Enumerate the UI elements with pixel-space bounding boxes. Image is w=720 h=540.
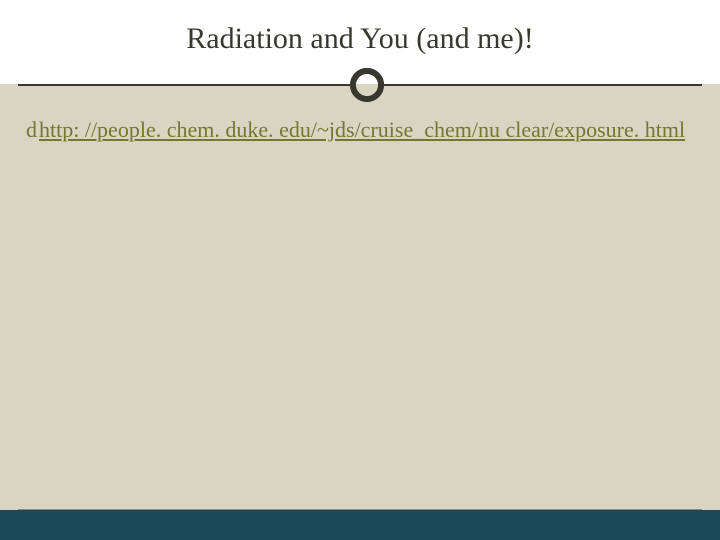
bullet-item: d http: //people. chem. duke. edu/~jds/c… [26, 116, 696, 144]
bottom-bar [0, 510, 720, 540]
bullet-icon: d [26, 116, 37, 144]
exposure-link[interactable]: http: //people. chem. duke. edu/~jds/cru… [39, 116, 685, 144]
ring-ornament-overlay [349, 67, 385, 103]
body-content: d http: //people. chem. duke. edu/~jds/c… [26, 116, 696, 144]
slide: Radiation and You (and me)! [0, 0, 720, 540]
slide-title: Radiation and You (and me)! [0, 22, 720, 56]
